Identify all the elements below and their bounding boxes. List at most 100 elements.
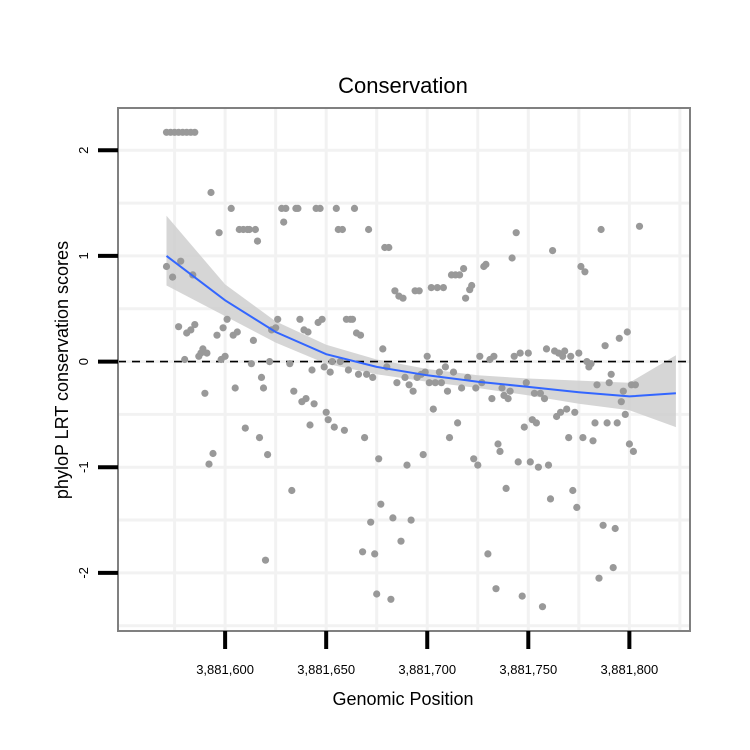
chart-title: Conservation bbox=[338, 73, 468, 98]
y-tick-label: 1 bbox=[76, 252, 91, 259]
data-point bbox=[310, 400, 318, 408]
data-point bbox=[213, 331, 221, 339]
data-point bbox=[274, 315, 282, 323]
data-point bbox=[445, 434, 454, 442]
data-point bbox=[294, 204, 302, 212]
data-point bbox=[514, 458, 522, 466]
data-point bbox=[369, 373, 377, 381]
points-layer bbox=[162, 128, 644, 611]
data-point bbox=[571, 408, 579, 416]
data-point bbox=[546, 495, 555, 503]
data-point bbox=[589, 437, 597, 445]
data-point bbox=[573, 503, 581, 511]
data-point bbox=[423, 352, 431, 360]
data-point bbox=[257, 373, 266, 381]
data-point bbox=[409, 387, 417, 395]
data-point bbox=[615, 334, 623, 342]
data-point bbox=[516, 349, 524, 357]
data-point bbox=[526, 458, 534, 466]
data-point bbox=[371, 550, 379, 558]
data-point bbox=[354, 370, 363, 378]
data-point bbox=[332, 204, 340, 212]
data-point bbox=[264, 451, 272, 459]
data-point bbox=[393, 379, 401, 387]
data-point bbox=[623, 328, 631, 336]
data-point bbox=[272, 324, 280, 332]
data-point bbox=[567, 352, 575, 360]
x-tick-label: 3,881,750 bbox=[499, 662, 557, 677]
data-point bbox=[474, 461, 482, 469]
data-point bbox=[302, 395, 310, 403]
data-point bbox=[233, 328, 241, 336]
data-point bbox=[488, 395, 496, 403]
data-point bbox=[245, 225, 253, 234]
data-point bbox=[282, 204, 290, 212]
data-point bbox=[621, 410, 629, 418]
data-point bbox=[391, 287, 399, 295]
data-point bbox=[595, 574, 603, 582]
data-point bbox=[581, 268, 589, 276]
y-tick-label: 2 bbox=[76, 147, 91, 154]
data-point bbox=[306, 421, 314, 429]
data-point bbox=[169, 273, 177, 281]
data-point bbox=[496, 447, 504, 455]
data-point bbox=[379, 345, 387, 353]
data-point bbox=[401, 373, 409, 381]
data-point bbox=[320, 363, 328, 371]
data-point bbox=[181, 355, 189, 364]
data-point bbox=[613, 419, 621, 427]
panel-border bbox=[117, 107, 691, 632]
data-point bbox=[316, 204, 324, 212]
data-point bbox=[607, 370, 615, 378]
data-point bbox=[377, 500, 385, 508]
data-point bbox=[356, 331, 365, 339]
data-point bbox=[597, 225, 605, 234]
data-point bbox=[484, 550, 492, 558]
data-point bbox=[215, 229, 223, 237]
data-point bbox=[518, 592, 526, 600]
data-point bbox=[308, 366, 316, 374]
data-point bbox=[504, 395, 512, 403]
data-point bbox=[625, 440, 634, 448]
data-point bbox=[557, 408, 565, 416]
data-point bbox=[468, 281, 476, 290]
data-point bbox=[508, 254, 516, 262]
data-point bbox=[389, 514, 397, 522]
data-point bbox=[482, 260, 490, 268]
data-point bbox=[359, 548, 367, 556]
data-point bbox=[439, 284, 447, 292]
data-point bbox=[350, 204, 359, 212]
data-point bbox=[631, 381, 640, 389]
data-point bbox=[534, 463, 543, 471]
data-point bbox=[387, 595, 395, 603]
data-point bbox=[492, 585, 500, 593]
data-point bbox=[328, 358, 336, 366]
data-point bbox=[579, 434, 587, 442]
data-point bbox=[259, 384, 268, 392]
data-point bbox=[403, 461, 411, 469]
data-point bbox=[247, 360, 255, 368]
y-tick-label: -1 bbox=[76, 461, 91, 473]
data-point bbox=[437, 379, 445, 387]
data-point bbox=[288, 486, 296, 495]
data-point bbox=[221, 352, 229, 360]
data-point bbox=[494, 440, 502, 448]
data-point bbox=[261, 556, 270, 564]
data-point bbox=[565, 434, 573, 442]
data-point bbox=[540, 395, 549, 403]
data-point bbox=[223, 315, 231, 323]
data-point bbox=[429, 405, 437, 413]
x-axis-title: Genomic Position bbox=[332, 689, 473, 709]
data-point bbox=[563, 405, 571, 413]
data-point bbox=[201, 389, 209, 397]
data-point bbox=[344, 366, 352, 374]
data-point bbox=[162, 262, 171, 271]
x-tick-label: 3,881,650 bbox=[297, 662, 355, 677]
data-point bbox=[207, 188, 215, 197]
x-tick-label: 3,881,700 bbox=[398, 662, 456, 677]
data-point bbox=[476, 352, 484, 360]
data-point bbox=[399, 294, 407, 302]
data-point bbox=[286, 360, 294, 368]
smooth-fit-line bbox=[165, 255, 676, 398]
